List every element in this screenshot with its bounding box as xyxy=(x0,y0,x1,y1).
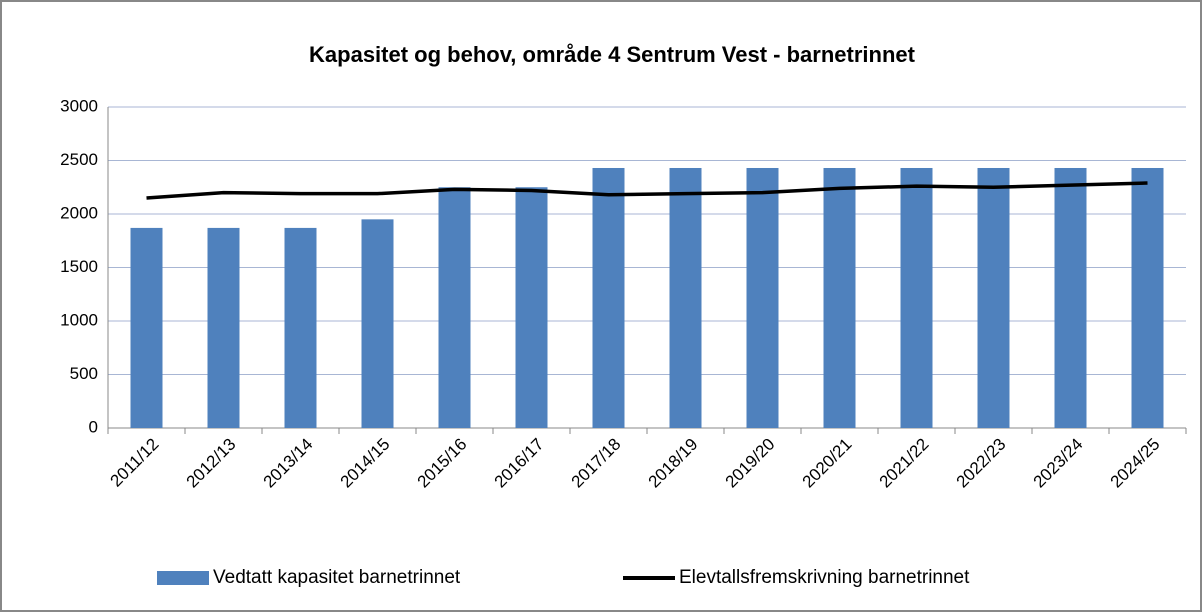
bar xyxy=(900,167,933,429)
y-tick-label: 2000 xyxy=(60,203,98,222)
bar xyxy=(515,187,548,428)
legend-label: Elevtallsfremskrivning barnetrinnet xyxy=(679,567,970,588)
bar xyxy=(207,227,240,428)
bar xyxy=(1131,167,1164,429)
bar xyxy=(823,167,856,429)
legend-swatch xyxy=(157,571,209,585)
bar xyxy=(438,187,471,428)
bar xyxy=(361,219,394,428)
bar xyxy=(746,167,779,429)
y-tick-label: 500 xyxy=(70,364,98,383)
bar xyxy=(130,227,163,428)
legend-label: Vedtatt kapasitet barnetrinnet xyxy=(213,567,461,588)
line xyxy=(146,181,1148,200)
chart-title: Kapasitet og behov, område 4 Sentrum Ves… xyxy=(309,42,916,67)
bar xyxy=(592,167,625,429)
y-tick-label: 1000 xyxy=(60,310,98,329)
bar xyxy=(1054,167,1087,429)
y-tick-label: 0 xyxy=(89,417,98,436)
y-tick-label: 3000 xyxy=(60,96,98,115)
bar xyxy=(669,167,702,429)
bar xyxy=(977,167,1010,429)
y-tick-label: 2500 xyxy=(60,150,98,169)
bar xyxy=(284,227,317,428)
y-tick-label: 1500 xyxy=(60,257,98,276)
